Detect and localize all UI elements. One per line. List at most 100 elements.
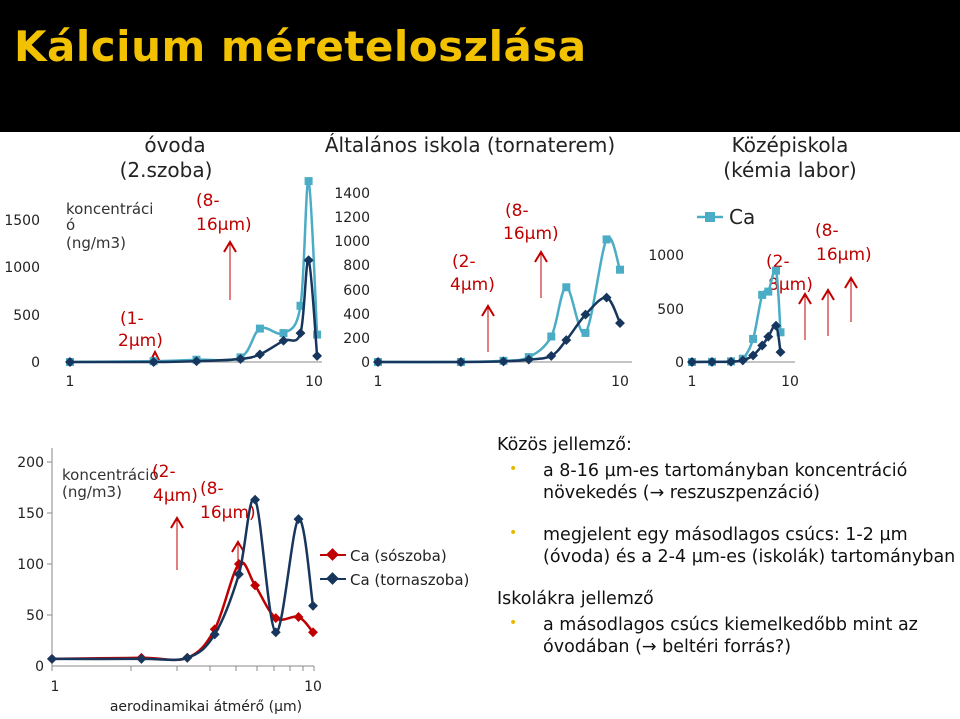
chart1-ytick-1500: 1500 — [4, 213, 40, 229]
chart3-arrow-3 — [844, 276, 858, 289]
common-bullet-2: • megjelent egy másodlagos csúcs: 1-2 µm … — [497, 524, 957, 568]
chart1-series-1-point-5 — [255, 324, 264, 333]
chart2-series-2-point-9 — [615, 318, 625, 329]
title-bar: Kálcium méreteloszlása — [0, 0, 960, 132]
chart2-series-1-point-8 — [602, 235, 611, 244]
chart3-arrow-2 — [821, 288, 835, 301]
chart2-annotation-2-4um-b: 4µm) — [450, 275, 495, 295]
slide-title: Kálcium méreteloszlása — [14, 22, 587, 71]
chart2-annotation-2-4um-a: (2- — [452, 252, 476, 272]
chart1-ytick-0: 0 — [31, 355, 40, 371]
chart1-annotation-1-2um-a: (1- — [120, 309, 144, 329]
chart4-annotation-8-16um-b: 16µm) — [200, 503, 256, 523]
common-bullet-1-text: a 8-16 µm-es tartományban koncentráció n… — [543, 461, 908, 503]
chart4-annotation-2-4um-a: (2- — [152, 462, 176, 482]
chart3-annotation-2-8um-b: 8µm) — [768, 275, 813, 295]
chart1-ylabel-line1: koncentráci — [66, 200, 153, 218]
chart2-annotation-8-16um-a: (8- — [505, 201, 529, 221]
chart3-series-1-point-6 — [758, 290, 767, 299]
chart2-xtick-10: 10 — [611, 374, 629, 390]
chart1-series-2-point-6 — [278, 335, 289, 346]
chart4-legend-2: Ca (tornaszoba) — [350, 571, 469, 589]
chart3-series-2-point-8 — [771, 320, 781, 331]
chart2-series-2-point-7 — [580, 309, 591, 320]
chart2-series-group — [373, 235, 625, 367]
chart4-series-1-point-7 — [270, 613, 281, 624]
chart1-arrow-2 — [223, 240, 237, 253]
chart3-series-2-point-5 — [748, 350, 759, 361]
chart1-series-2-point-4 — [235, 354, 246, 364]
chart2-ytick-1000: 1000 — [334, 234, 370, 250]
chart4-ytick-0: 0 — [35, 659, 44, 675]
chart3-series-group — [687, 266, 786, 367]
chart4-arrow-2 — [231, 540, 245, 553]
chart2-series-2-point-5 — [546, 350, 557, 361]
chart2-series-2-point-4 — [523, 354, 534, 365]
chart4-series-2-line — [51, 497, 315, 662]
chart2-series-2-point-3 — [498, 356, 509, 367]
school-bullet-1: • a másodlagos csúcs kiemelkedőbb mint az… — [497, 614, 957, 658]
chart4-xtick-10: 10 — [304, 679, 322, 695]
chart2-series-1-point-7 — [581, 328, 590, 337]
common-features-heading: Közös jellemző: — [497, 435, 632, 455]
chart2-annotation-8-16um-b: 16µm) — [503, 224, 559, 244]
chart3-series-2-point-6 — [757, 340, 768, 351]
chart3-series-2-point-2 — [707, 356, 717, 367]
chart1-series-2-point-3 — [191, 356, 202, 367]
chart4-ytick-150: 150 — [17, 506, 44, 522]
chart4-ylabel-line2: (ng/m3) — [62, 483, 122, 501]
chart3-series-2-point-1 — [687, 357, 697, 367]
common-bullet-2-text: megjelent egy másodlagos csúcs: 1-2 µm (… — [543, 525, 956, 567]
chart2-series-2-point-2 — [455, 357, 466, 367]
chart4-series-1-point-6 — [250, 580, 261, 591]
bullet-icon: • — [509, 461, 518, 477]
chart1-title-line2: (2.szoba) — [120, 158, 213, 182]
chart3-series-2-point-3 — [726, 356, 736, 367]
chart1-series-1-point-7 — [296, 301, 305, 310]
chart2-series-1-line — [377, 236, 622, 364]
chart4-legend-1: Ca (sószoba) — [350, 547, 447, 565]
chart4-series-2-point-3 — [182, 652, 193, 663]
chart2-xtick-1: 1 — [374, 374, 383, 390]
chart2-ytick-800: 800 — [343, 258, 370, 274]
chart2-series-2-point-8 — [601, 292, 612, 303]
chart1-xtick-1: 1 — [66, 374, 75, 390]
chart1-xtick-10: 10 — [305, 374, 323, 390]
chart4-series-1-point-9 — [308, 627, 318, 638]
school-bullet-1-text: a másodlagos csúcs kiemelkedőbb mint az … — [543, 615, 918, 657]
chart1-ytick-1000: 1000 — [4, 260, 40, 276]
chart1-series-1-point-8 — [304, 177, 313, 186]
chart1-series-1-point-9 — [313, 330, 322, 339]
chart2-plot: 1 10 0 200 400 600 800 1000 1200 1400 (2… — [334, 186, 632, 390]
chart4-ytick-200: 200 — [17, 455, 44, 471]
chart4-xtick-1: 1 — [51, 679, 60, 695]
spacer — [497, 504, 957, 524]
chart1-annotation-8-16um-a: (8- — [196, 191, 220, 211]
chart3-series-2-point-4 — [737, 355, 748, 366]
chart4-arrow-1 — [170, 516, 184, 529]
notes-panel: Közös jellemző: • a 8-16 µm-es tartományb… — [497, 434, 957, 658]
chart4-annotation-8-16um-a: (8- — [200, 479, 224, 499]
chart1-ylabel-line2: ó — [66, 216, 75, 234]
chart3-ytick-500: 500 — [657, 302, 684, 318]
chart1-plot: 1 10 0 500 1000 1500 koncentráci ó (ng/m… — [4, 191, 323, 390]
chart2-ytick-400: 400 — [343, 307, 370, 323]
chart3-series-1-point-8 — [772, 266, 780, 275]
chart1-annotation-1-2um-b: 2µm) — [118, 331, 163, 351]
chart4-series-2-point-1 — [47, 653, 57, 664]
chart4-legend-marker-1 — [326, 548, 339, 561]
chart4-series-2-point-7 — [270, 627, 281, 638]
chart3-legend-marker — [705, 212, 715, 222]
chart2-ytick-600: 600 — [343, 283, 370, 299]
chart4-series-2-point-6 — [250, 494, 261, 505]
chart4-ytick-100: 100 — [17, 557, 44, 573]
chart2-arrow-2 — [534, 250, 548, 263]
chart1-series-group — [65, 177, 323, 367]
series-layer — [47, 177, 786, 664]
chart1-series-2-point-2 — [148, 357, 159, 367]
chart1-series-2-line — [69, 258, 319, 364]
chart2-series-1-point-5 — [547, 332, 556, 341]
chart4-series-group — [47, 494, 318, 664]
chart4-series-2-point-9 — [308, 600, 318, 611]
chart1-series-2-point-5 — [254, 349, 265, 360]
